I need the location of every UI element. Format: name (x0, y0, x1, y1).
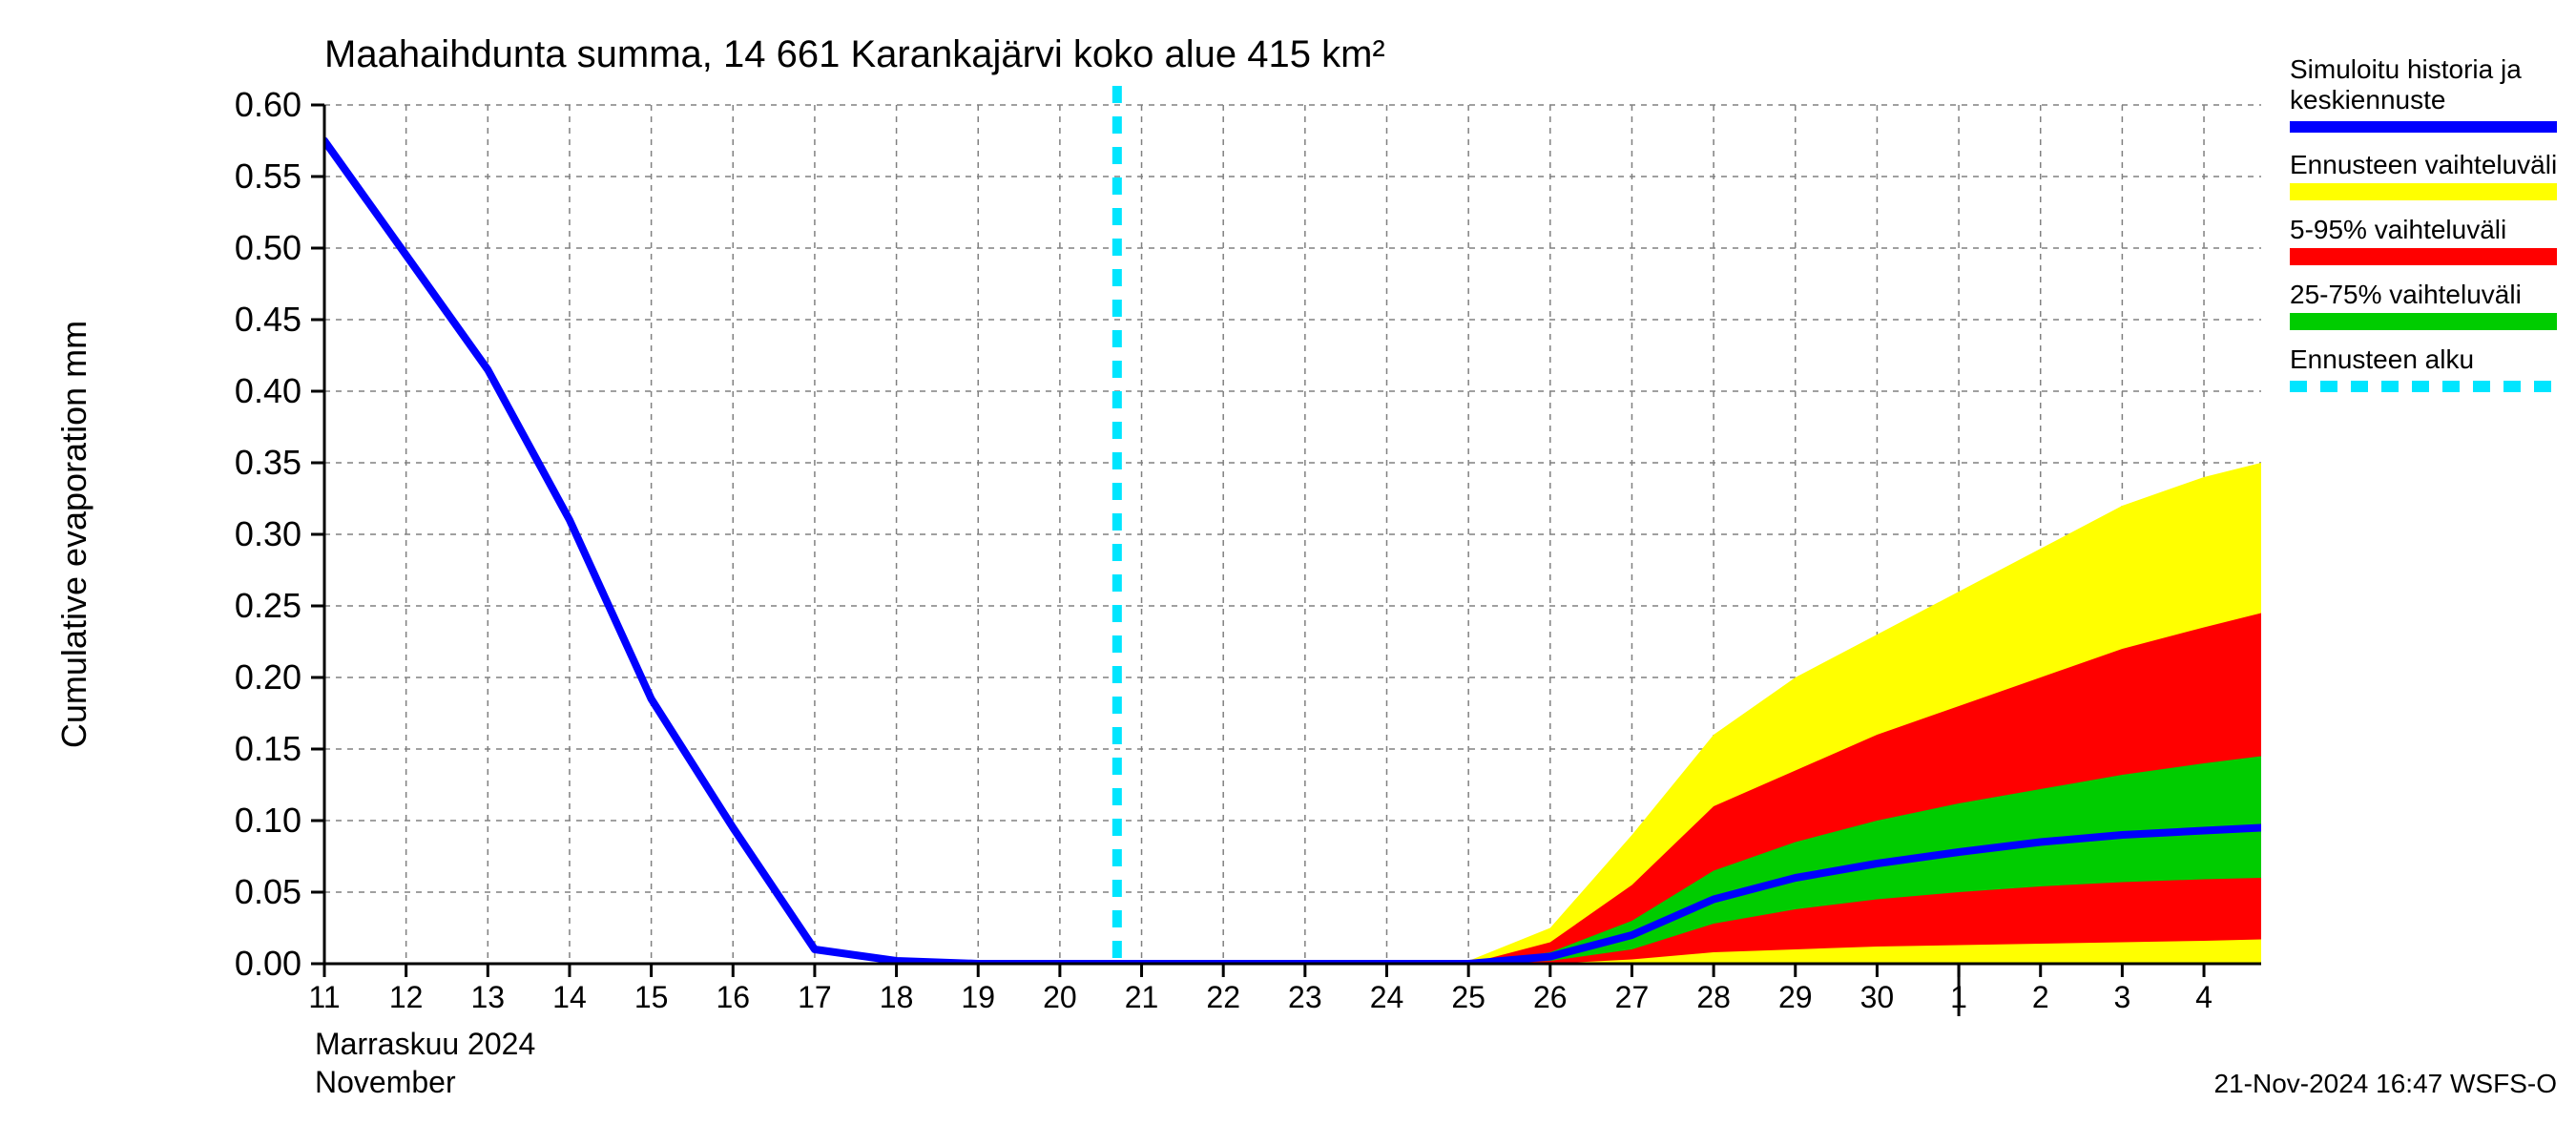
x-tick-label: 19 (961, 980, 995, 1014)
y-tick-label: 0.00 (235, 944, 301, 983)
legend-swatch (2290, 313, 2557, 330)
legend-label: Ennusteen alku (2290, 344, 2474, 374)
x-tick-label: 18 (880, 980, 914, 1014)
chart-title: Maahaihdunta summa, 14 661 Karankajärvi … (324, 33, 1385, 75)
x-tick-label: 29 (1778, 980, 1813, 1014)
y-tick-label: 0.30 (235, 514, 301, 553)
x-tick-label: 11 (308, 980, 340, 1014)
chart-svg: 0.00 0.05 0.10 0.15 0.20 0.25 0.30 0.35 0.40 0.45… (0, 0, 2576, 1145)
y-tick-label: 0.50 (235, 228, 301, 267)
x-tick-label: 2 (2032, 980, 2049, 1014)
chart-figure: 0.00 0.05 0.10 0.15 0.20 0.25 0.30 0.35 0.40 0.45… (0, 0, 2576, 1145)
y-tick-label: 0.15 (235, 729, 301, 768)
x-tick-label: 4 (2195, 980, 2212, 1014)
x-tick-label: 16 (716, 980, 750, 1014)
x-tick-label: 1 (1950, 980, 1967, 1014)
x-tick-label: 23 (1288, 980, 1322, 1014)
legend-label: keskiennuste (2290, 85, 2445, 114)
y-tick-label: 0.10 (235, 801, 301, 840)
month-label-fi: Marraskuu 2024 (315, 1027, 535, 1061)
x-tick-label: 20 (1043, 980, 1077, 1014)
x-tick-label: 17 (798, 980, 832, 1014)
y-tick-label: 0.60 (235, 85, 301, 124)
y-tick-label: 0.40 (235, 371, 301, 410)
x-tick-label: 25 (1451, 980, 1485, 1014)
x-tick-label: 21 (1125, 980, 1159, 1014)
x-tick-label: 15 (634, 980, 669, 1014)
legend-label: Simuloitu historia ja (2290, 54, 2522, 84)
y-tick-label: 0.55 (235, 156, 301, 196)
y-tick-label: 0.25 (235, 586, 301, 625)
x-tick-label: 28 (1696, 980, 1731, 1014)
x-tick-label: 3 (2113, 980, 2130, 1014)
legend-label: Ennusteen vaihteluväli (2290, 150, 2557, 179)
x-tick-label: 30 (1860, 980, 1895, 1014)
legend-label: 5-95% vaihteluväli (2290, 215, 2506, 244)
x-tick-label: 24 (1370, 980, 1404, 1014)
y-tick-label: 0.20 (235, 657, 301, 697)
x-tick-label: 26 (1533, 980, 1568, 1014)
y-axis-label: Cumulative evaporation mm (54, 321, 93, 748)
legend-label: 25-75% vaihteluväli (2290, 280, 2522, 309)
y-tick-label: 0.05 (235, 872, 301, 911)
timestamp: 21-Nov-2024 16:47 WSFS-O (2214, 1069, 2558, 1098)
x-tick-label: 13 (471, 980, 506, 1014)
x-tick-label: 14 (552, 980, 587, 1014)
y-tick-label: 0.35 (235, 443, 301, 482)
legend-swatch (2290, 183, 2557, 200)
x-tick-label: 12 (389, 980, 424, 1014)
legend-swatch (2290, 248, 2557, 265)
y-tick-label: 0.45 (235, 300, 301, 339)
x-tick-label: 22 (1206, 980, 1240, 1014)
x-tick-label: 27 (1615, 980, 1650, 1014)
month-label-en: November (315, 1065, 456, 1099)
